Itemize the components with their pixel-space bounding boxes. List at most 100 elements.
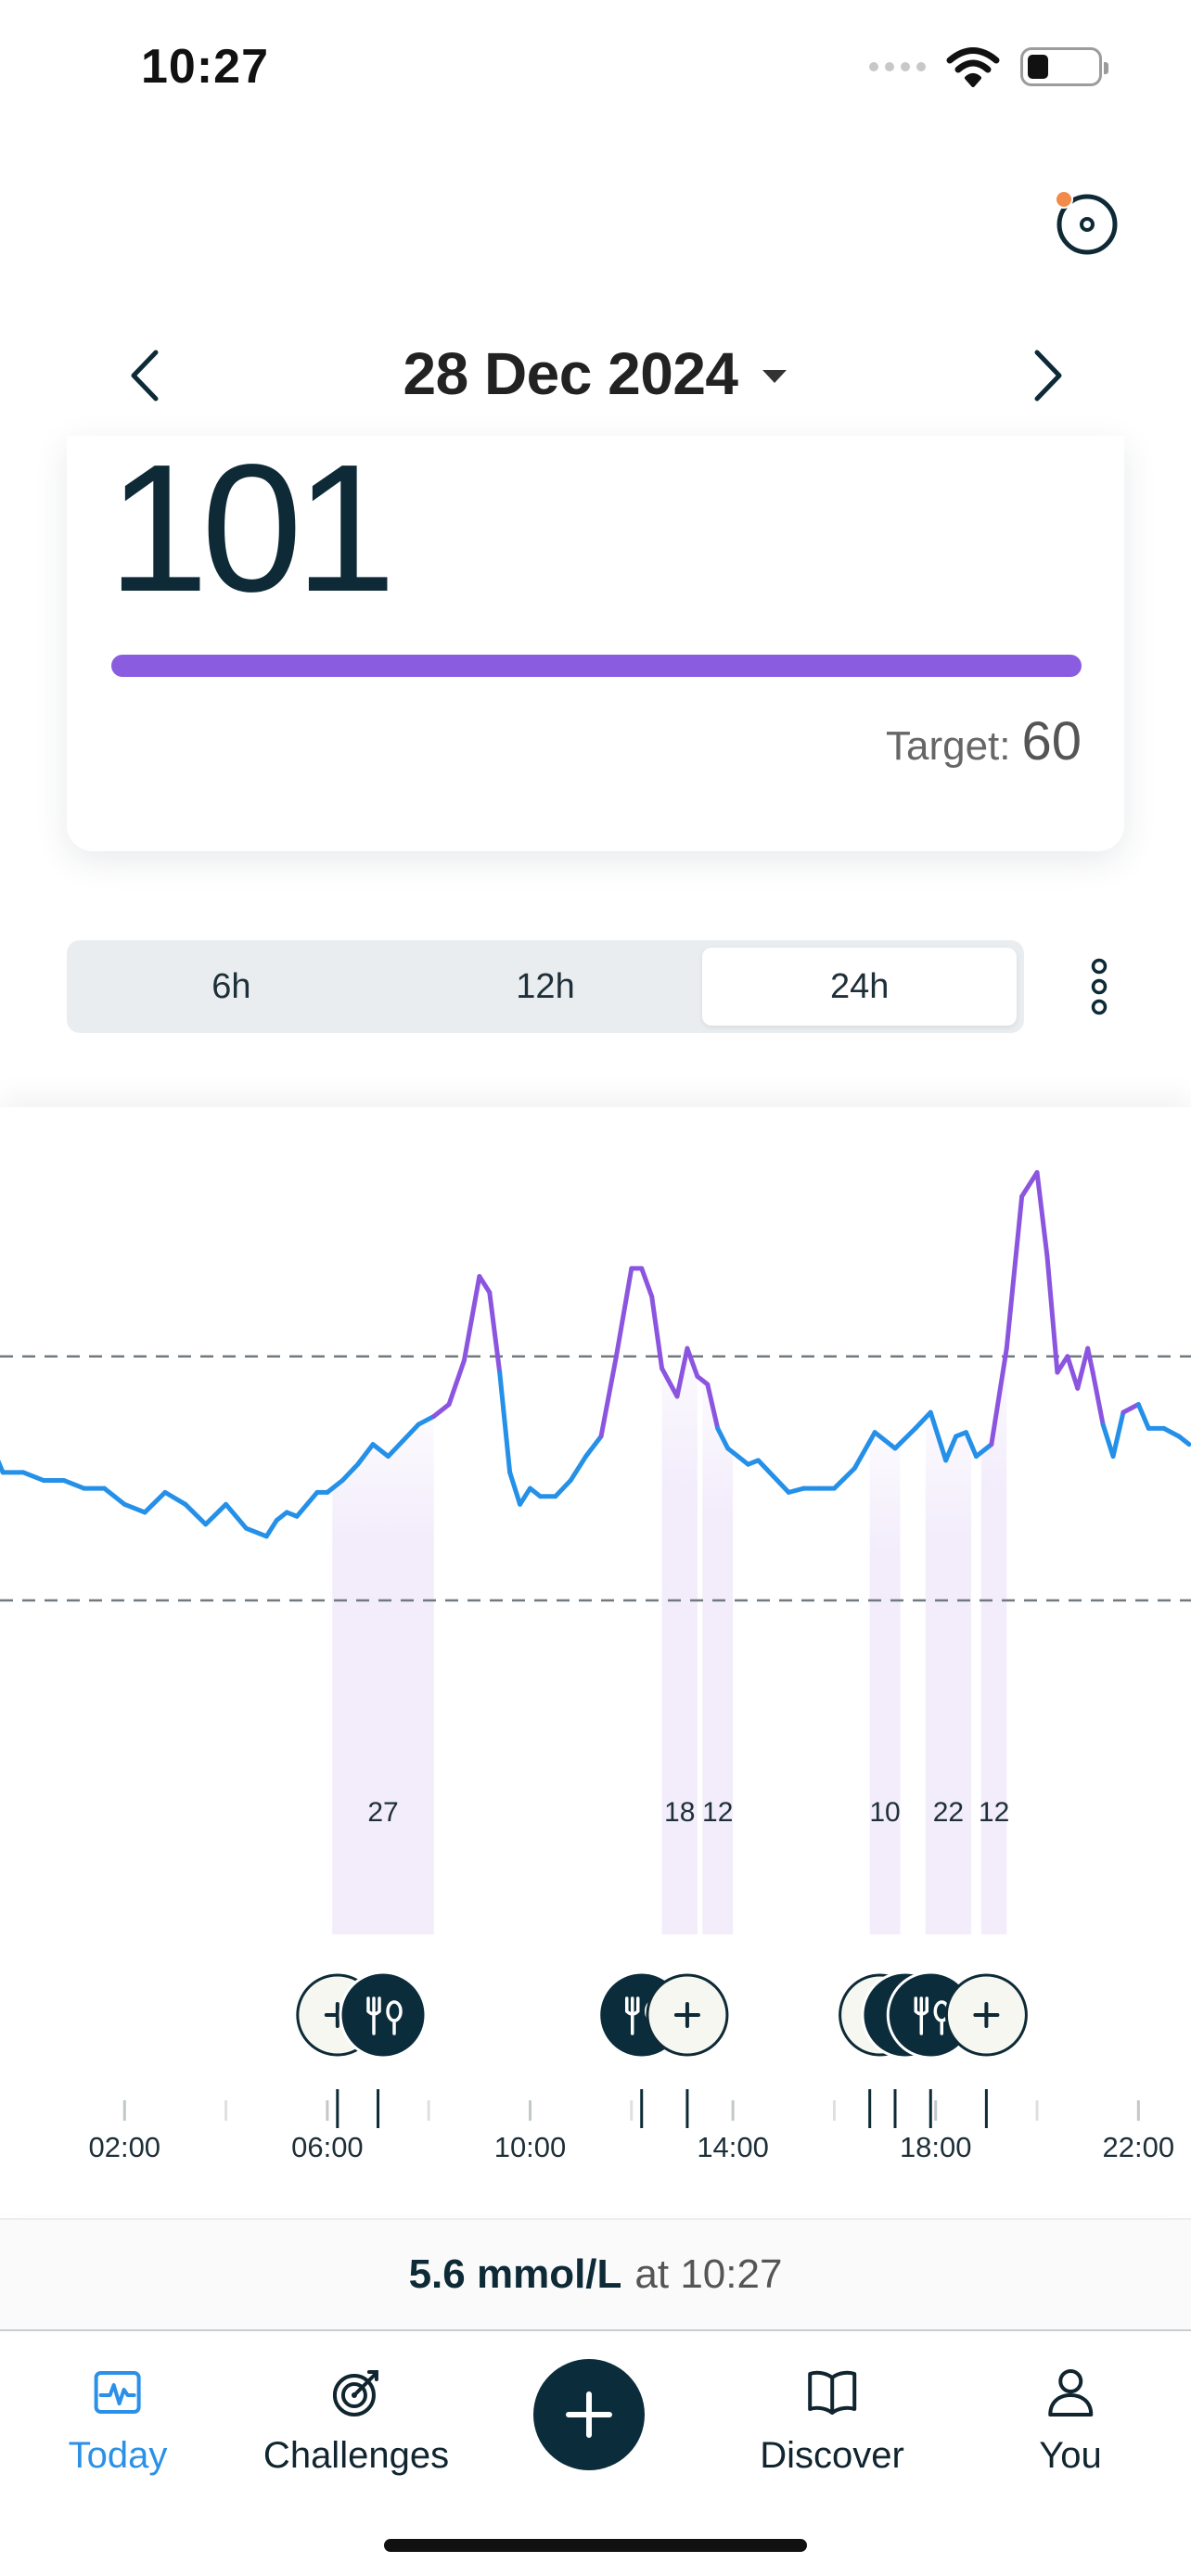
previous-day-arrow-icon[interactable] (119, 345, 174, 406)
battery-icon (1020, 47, 1108, 86)
status-icons (869, 46, 1108, 87)
glucose-line-segment (852, 1430, 877, 1471)
glucose-line-segment (964, 1430, 979, 1460)
glucose-line-segment (518, 1486, 532, 1507)
book-icon (808, 2370, 856, 2415)
status-bar: 10:27 (0, 0, 1191, 139)
glucose-line-segment (304, 1489, 320, 1507)
glucose-line-segment (705, 1382, 721, 1431)
tab-challenges-label: Challenges (263, 2435, 450, 2476)
spike-window (925, 1412, 971, 1934)
caret-down-icon (762, 370, 787, 383)
glucose-line-segment (1090, 1370, 1106, 1427)
score-target: Target: 60 (886, 710, 1082, 772)
tab-today-label: Today (68, 2435, 168, 2476)
glucose-line-segment (20, 1470, 46, 1483)
plus-icon (973, 2002, 1000, 2028)
score-value: 101 (108, 427, 396, 630)
glucose-line-segment (892, 1425, 918, 1451)
more-options-icon[interactable] (1083, 950, 1115, 1024)
sensor-icon[interactable] (1050, 187, 1121, 258)
glucose-line-segment (0, 1460, 6, 1475)
glucose-score-card[interactable]: 101 Target: 60 (67, 427, 1124, 851)
date-title: 28 Dec 2024 (403, 340, 738, 407)
x-axis-label: 06:00 (291, 2131, 364, 2163)
next-day-arrow-icon[interactable] (1018, 345, 1074, 406)
tab-you[interactable]: You (1039, 2365, 1102, 2477)
glucose-line-segment (1135, 1402, 1151, 1431)
range-tab-24h[interactable]: 24h (702, 948, 1018, 1026)
spike-window (661, 1348, 698, 1934)
tab-today[interactable]: Today (68, 2365, 168, 2477)
glucose-line-segment (183, 1501, 209, 1527)
glucose-line-segment (1065, 1354, 1081, 1391)
glucose-line-segment (553, 1477, 573, 1499)
glucose-line-segment (162, 1489, 188, 1507)
glucose-line-segment (685, 1345, 700, 1379)
glucose-line-segment (598, 1354, 619, 1439)
glucose-line-segment (446, 1358, 467, 1407)
tab-challenges[interactable]: Challenges (263, 2365, 449, 2477)
glucose-line-segment (243, 1525, 269, 1539)
glucose-line-segment (122, 1501, 147, 1515)
glucose-line-segment (1034, 1169, 1050, 1259)
glucose-line-segment (913, 1409, 933, 1431)
glucose-line-segment (385, 1437, 406, 1460)
spike-score-label: 12 (979, 1797, 1009, 1828)
meal-marker[interactable] (339, 1970, 428, 2060)
glucose-line-segment (224, 1501, 249, 1531)
glucose-line-segment (1161, 1425, 1182, 1439)
glucose-line-segment (416, 1413, 437, 1427)
glucose-line-segment (263, 1518, 279, 1539)
x-axis-label: 02:00 (88, 2131, 160, 2163)
spike-window (869, 1432, 901, 1934)
glucose-line-segment (401, 1422, 421, 1443)
target-icon (332, 2370, 378, 2417)
x-axis-label: 22:00 (1103, 2131, 1175, 2163)
glucose-line-segment (1004, 1193, 1025, 1351)
range-tab-6h[interactable]: 6h (211, 966, 251, 1006)
glucose-line-segment (487, 1290, 503, 1375)
glucose-line-segment (872, 1430, 898, 1451)
x-axis-label: 14:00 (697, 2131, 769, 2163)
glucose-line-segment (674, 1345, 690, 1399)
target-label: Target: (885, 723, 1011, 769)
wifi-icon (946, 47, 1000, 87)
add-marker[interactable] (646, 1973, 729, 2057)
score-progress-bar (111, 655, 1082, 677)
add-marker[interactable] (944, 1973, 1028, 2057)
bottom-tab-bar: Today Challenges Discover You (0, 2331, 1191, 2576)
plus-icon (566, 2391, 612, 2438)
person-icon (1048, 2369, 1093, 2417)
spike-window (332, 1416, 434, 1934)
glucose-chart[interactable]: 21271812102212 22:0002:0006:0010:0014:00… (0, 1107, 1191, 2214)
meal-event-circle (339, 1970, 428, 2060)
glucose-line-segment (973, 1442, 994, 1460)
glucose-line-segment (755, 1458, 776, 1479)
glucose-line-segment (649, 1294, 665, 1371)
current-reading-time: at 10:27 (634, 2251, 783, 2297)
glucose-line-segment (461, 1274, 482, 1363)
glucose-line-segment (928, 1409, 949, 1463)
glucose-line-segment (639, 1266, 655, 1299)
spike-score-label: 27 (367, 1797, 398, 1828)
glucose-line-segment (101, 1486, 127, 1507)
fork-knife-icon (366, 1996, 403, 2035)
glucose-line-segment (771, 1473, 791, 1495)
spike-score-label: 18 (664, 1797, 695, 1828)
glucose-line-segment (370, 1442, 391, 1460)
activity-icon (95, 2371, 141, 2414)
spike-score-label: 22 (933, 1797, 964, 1828)
home-indicator (384, 2539, 807, 2552)
tab-discover[interactable]: Discover (760, 2365, 904, 2477)
chart-pointer-notch (573, 1107, 618, 1129)
range-tab-12h[interactable]: 12h (516, 966, 575, 1006)
date-selector[interactable]: 28 Dec 2024 (0, 339, 1191, 408)
current-reading-banner: 5.6 mmol/L at 10:27 (0, 2218, 1191, 2331)
add-entry-button[interactable] (533, 2359, 645, 2470)
glucose-line-segment (294, 1501, 310, 1519)
date-navigator: 28 Dec 2024 (0, 334, 1191, 417)
spike-score-label: 10 (869, 1797, 900, 1828)
plus-icon (673, 2002, 700, 2028)
tab-you-label: You (1039, 2435, 1102, 2476)
